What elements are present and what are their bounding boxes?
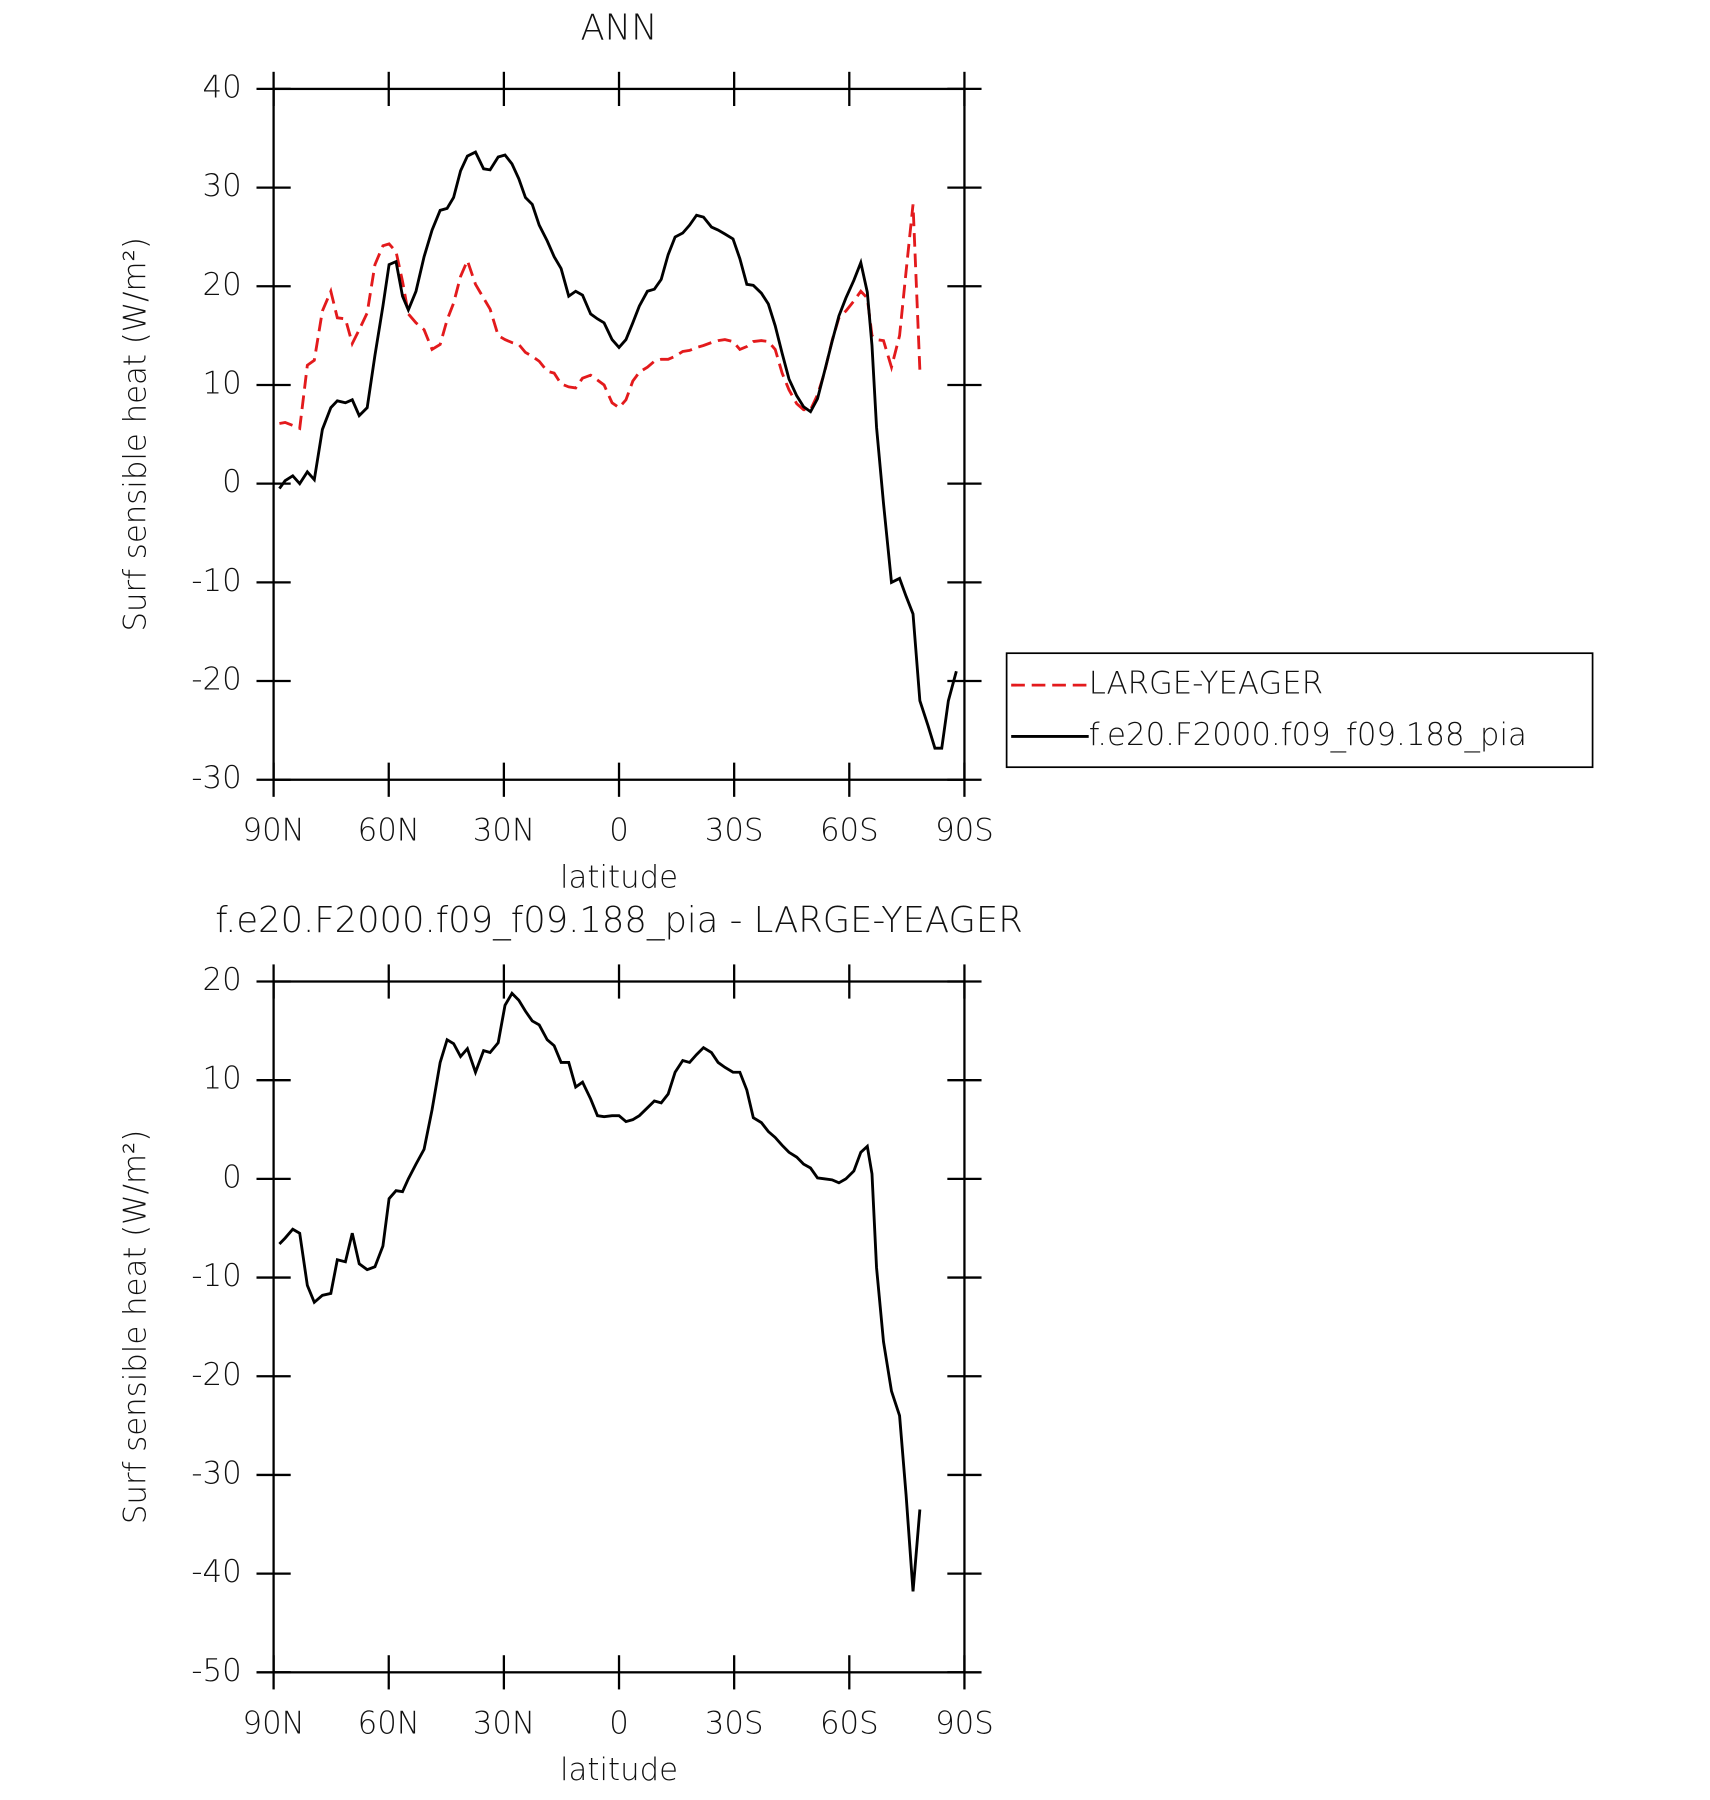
y-tick-label: 40 bbox=[203, 69, 242, 105]
x-tick-label: 60N bbox=[358, 813, 420, 849]
x-tick-label: 60N bbox=[358, 1705, 420, 1741]
x-tick-label: 30S bbox=[705, 813, 764, 849]
y-tick-label: 20 bbox=[203, 962, 242, 998]
plot-frame bbox=[272, 87, 966, 781]
x-axis-label: latitude bbox=[560, 1752, 678, 1788]
legend-label: f.e20.F2000.f09_f09.188_pia bbox=[1089, 717, 1527, 753]
x-tick-label: 30S bbox=[705, 1705, 764, 1741]
x-axis-label: latitude bbox=[560, 859, 678, 895]
y-tick-label: 20 bbox=[203, 267, 242, 303]
y-tick-label: 30 bbox=[203, 168, 242, 204]
y-tick-label: 10 bbox=[203, 1061, 242, 1097]
chart-title: f.e20.F2000.f09_f09.188_pia - LARGE-YEAG… bbox=[215, 900, 1023, 941]
plot-frame bbox=[272, 980, 966, 1674]
x-tick-label: 90S bbox=[935, 813, 994, 849]
y-tick-label: -20 bbox=[191, 662, 241, 698]
y-axis-label: Surf sensible heat (W/m²) bbox=[117, 237, 153, 631]
y-axis-label: Surf sensible heat (W/m²) bbox=[117, 1130, 153, 1524]
y-tick-label: -50 bbox=[191, 1653, 241, 1689]
y-tick-label: -30 bbox=[191, 760, 241, 796]
x-tick-label: 0 bbox=[609, 1705, 629, 1741]
data-line bbox=[278, 991, 922, 1592]
y-tick-label: 0 bbox=[222, 1159, 242, 1195]
legend-label: LARGE-YEAGER bbox=[1089, 666, 1323, 702]
legend-box bbox=[1005, 652, 1594, 769]
chart-title: ANN bbox=[581, 8, 658, 49]
y-tick-label: -30 bbox=[191, 1455, 241, 1491]
y-tick-label: 10 bbox=[203, 365, 242, 401]
x-tick-label: 30N bbox=[473, 813, 535, 849]
data-line bbox=[279, 204, 922, 431]
y-tick-label: 0 bbox=[222, 464, 242, 500]
y-tick-label: -40 bbox=[191, 1554, 241, 1590]
x-tick-label: 90N bbox=[243, 1705, 305, 1741]
y-tick-label: -20 bbox=[191, 1357, 241, 1393]
x-tick-label: 60S bbox=[820, 1705, 879, 1741]
y-tick-label: -10 bbox=[191, 1258, 241, 1294]
data-line bbox=[278, 150, 958, 750]
x-tick-label: 90N bbox=[243, 813, 305, 849]
x-tick-label: 90S bbox=[935, 1705, 994, 1741]
x-tick-label: 0 bbox=[609, 813, 629, 849]
x-tick-label: 60S bbox=[820, 813, 879, 849]
x-tick-label: 30N bbox=[473, 1705, 535, 1741]
y-tick-label: -10 bbox=[191, 563, 241, 599]
